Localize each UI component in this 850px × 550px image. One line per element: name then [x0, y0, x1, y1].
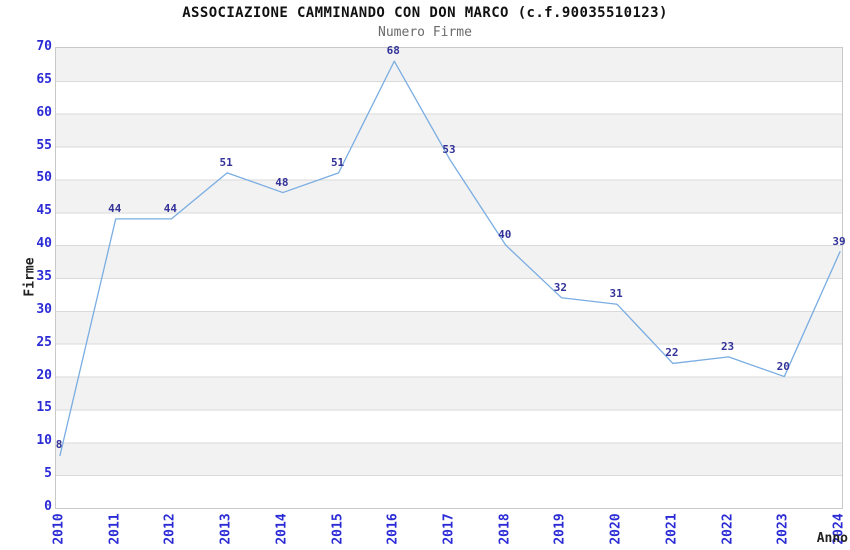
data-point-label: 8	[55, 438, 63, 452]
data-point-label: 22	[665, 346, 679, 360]
data-point-label: 51	[330, 155, 345, 169]
x-tick-label: 2019	[552, 513, 568, 545]
y-tick-label: 25	[36, 334, 52, 350]
chart-title: ASSOCIAZIONE CAMMINANDO CON DON MARCO (c…	[182, 5, 668, 21]
x-tick-label: 2010	[51, 513, 67, 545]
x-tick-label: 2016	[385, 513, 401, 545]
data-point-label: 44	[108, 201, 122, 215]
x-axis-title: Anno	[816, 531, 848, 546]
data-point-label: 23	[720, 339, 735, 353]
data-point-label: 31	[609, 287, 623, 301]
x-tick-label: 2012	[162, 513, 178, 545]
y-tick-label: 55	[36, 137, 52, 153]
x-tick-label: 2013	[218, 513, 234, 545]
x-tick-label: 2022	[720, 513, 736, 545]
y-tick-label: 70	[36, 39, 52, 54]
data-point-label: 48	[275, 175, 289, 189]
line-series	[59, 60, 841, 457]
line-series-canvas	[56, 60, 842, 477]
y-tick-label: 15	[36, 400, 52, 416]
data-point-label: 44	[163, 201, 178, 215]
y-tick-label: 50	[36, 170, 52, 186]
y-tick-label: 20	[36, 367, 52, 383]
data-point-label: 39	[832, 234, 846, 248]
y-tick-label: 10	[36, 433, 52, 449]
data-point-label: 68	[386, 44, 400, 58]
y-tick-label: 65	[36, 71, 52, 87]
data-point-label: 53	[442, 142, 456, 156]
y-tick-label: 30	[36, 301, 52, 317]
x-tick-label: 2023	[775, 513, 791, 545]
x-tick-label: 2011	[107, 513, 123, 545]
y-tick-label: 35	[36, 269, 52, 284]
y-tick-label: 40	[36, 236, 52, 252]
y-tick-label: 60	[36, 104, 52, 120]
y-tick-label: 5	[44, 466, 52, 482]
plot-area	[55, 47, 843, 509]
chart-subtitle: Numero Firme	[378, 25, 472, 40]
x-tick-label: 2021	[664, 513, 680, 545]
x-tick-label: 2018	[497, 513, 513, 545]
x-tick-label: 2017	[441, 513, 457, 545]
y-tick-label: 0	[44, 499, 52, 514]
x-tick-label: 2020	[608, 513, 624, 545]
x-tick-label: 2014	[274, 513, 290, 545]
data-point-label: 20	[776, 359, 790, 373]
data-point-label: 32	[553, 280, 568, 294]
data-point-label: 51	[219, 155, 233, 169]
data-point-label: 40	[498, 228, 512, 242]
x-tick-label: 2015	[330, 513, 346, 545]
y-tick-label: 45	[36, 203, 52, 219]
